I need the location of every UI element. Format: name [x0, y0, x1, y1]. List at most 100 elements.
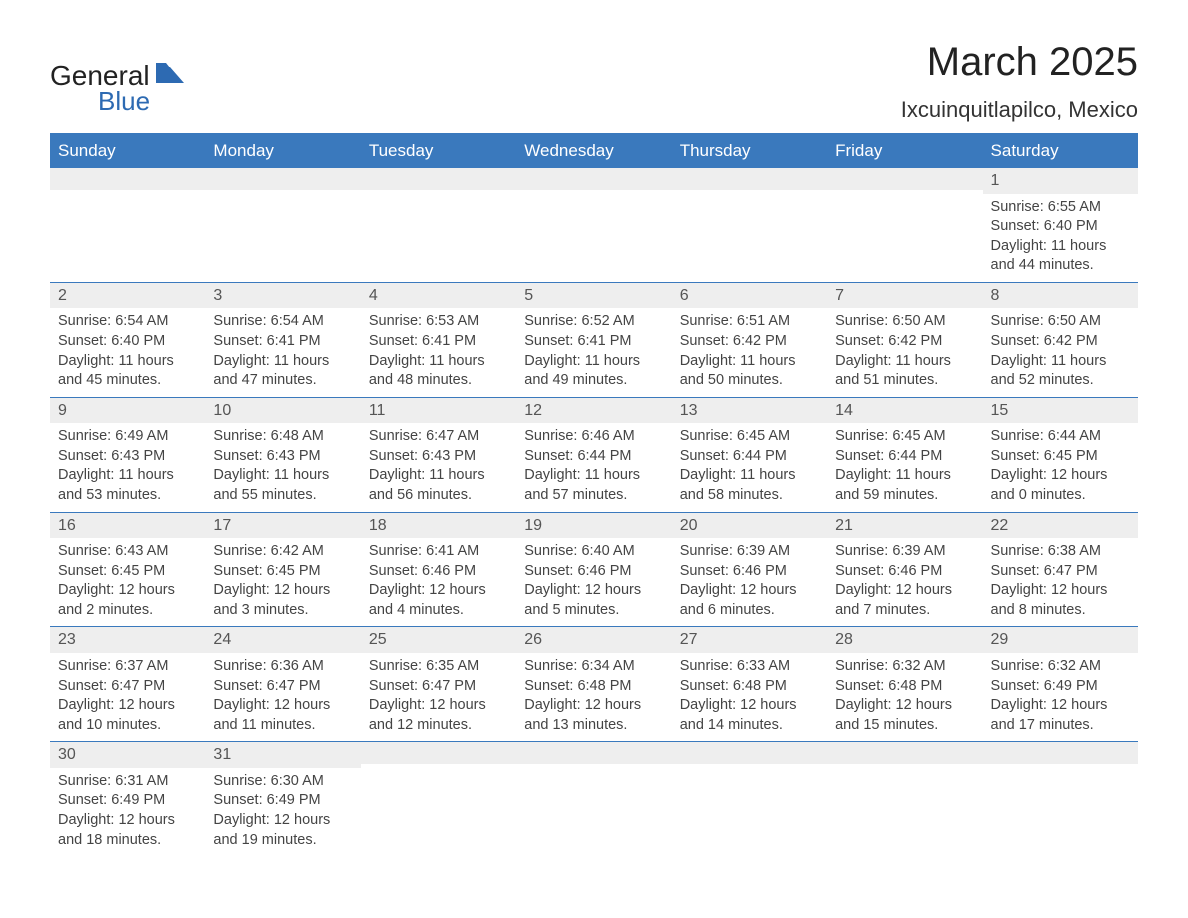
sunrise-line: Sunrise: 6:35 AM [369, 657, 508, 677]
day-number: 24 [205, 627, 360, 653]
sunrise-line: Sunrise: 6:30 AM [213, 772, 352, 792]
sunrise-line: Sunrise: 6:38 AM [991, 542, 1130, 562]
sunrise-line: Sunrise: 6:48 AM [213, 427, 352, 447]
day-number: 20 [672, 513, 827, 539]
sunrise-line: Sunrise: 6:54 AM [213, 312, 352, 332]
day-body: Sunrise: 6:39 AMSunset: 6:46 PMDaylight:… [827, 538, 982, 626]
sunrise-line: Sunrise: 6:32 AM [991, 657, 1130, 677]
calendar-cell: 23Sunrise: 6:37 AMSunset: 6:47 PMDayligh… [50, 627, 205, 742]
day-number: 9 [50, 398, 205, 424]
daylight-line: Daylight: 12 hours and 17 minutes. [991, 696, 1130, 735]
daylight-line: Daylight: 12 hours and 2 minutes. [58, 581, 197, 620]
sunrise-line: Sunrise: 6:44 AM [991, 427, 1130, 447]
daylight-line: Daylight: 11 hours and 57 minutes. [524, 466, 663, 505]
daylight-line: Daylight: 12 hours and 13 minutes. [524, 696, 663, 735]
calendar-cell: 11Sunrise: 6:47 AMSunset: 6:43 PMDayligh… [361, 397, 516, 512]
sunrise-line: Sunrise: 6:45 AM [835, 427, 974, 447]
day-body: Sunrise: 6:50 AMSunset: 6:42 PMDaylight:… [827, 308, 982, 396]
calendar-cell: 29Sunrise: 6:32 AMSunset: 6:49 PMDayligh… [983, 627, 1138, 742]
daylight-line: Daylight: 12 hours and 3 minutes. [213, 581, 352, 620]
sunset-line: Sunset: 6:48 PM [680, 677, 819, 697]
day-number: 31 [205, 742, 360, 768]
calendar-cell: 7Sunrise: 6:50 AMSunset: 6:42 PMDaylight… [827, 282, 982, 397]
calendar-week: 30Sunrise: 6:31 AMSunset: 6:49 PMDayligh… [50, 742, 1138, 856]
daylight-line: Daylight: 11 hours and 45 minutes. [58, 352, 197, 391]
sunset-line: Sunset: 6:43 PM [213, 447, 352, 467]
calendar-cell: 16Sunrise: 6:43 AMSunset: 6:45 PMDayligh… [50, 512, 205, 627]
day-body: Sunrise: 6:32 AMSunset: 6:49 PMDaylight:… [983, 653, 1138, 741]
sunset-line: Sunset: 6:47 PM [58, 677, 197, 697]
calendar-cell [50, 168, 205, 283]
calendar-header-row: SundayMondayTuesdayWednesdayThursdayFrid… [50, 134, 1138, 168]
calendar-cell: 5Sunrise: 6:52 AMSunset: 6:41 PMDaylight… [516, 282, 671, 397]
day-number: 12 [516, 398, 671, 424]
empty-day-number [361, 742, 516, 764]
sunrise-line: Sunrise: 6:45 AM [680, 427, 819, 447]
sunrise-line: Sunrise: 6:42 AM [213, 542, 352, 562]
sunset-line: Sunset: 6:40 PM [991, 217, 1130, 237]
sunset-line: Sunset: 6:41 PM [369, 332, 508, 352]
empty-day-number [827, 742, 982, 764]
calendar-cell: 21Sunrise: 6:39 AMSunset: 6:46 PMDayligh… [827, 512, 982, 627]
sunset-line: Sunset: 6:41 PM [524, 332, 663, 352]
day-body: Sunrise: 6:32 AMSunset: 6:48 PMDaylight:… [827, 653, 982, 741]
sunset-line: Sunset: 6:46 PM [680, 562, 819, 582]
calendar-cell: 12Sunrise: 6:46 AMSunset: 6:44 PMDayligh… [516, 397, 671, 512]
empty-day-body [205, 190, 360, 278]
daylight-line: Daylight: 12 hours and 12 minutes. [369, 696, 508, 735]
day-number: 13 [672, 398, 827, 424]
sunset-line: Sunset: 6:49 PM [991, 677, 1130, 697]
day-body: Sunrise: 6:47 AMSunset: 6:43 PMDaylight:… [361, 423, 516, 511]
calendar-week: 9Sunrise: 6:49 AMSunset: 6:43 PMDaylight… [50, 397, 1138, 512]
sunrise-line: Sunrise: 6:47 AM [369, 427, 508, 447]
calendar-cell: 31Sunrise: 6:30 AMSunset: 6:49 PMDayligh… [205, 742, 360, 856]
day-number: 4 [361, 283, 516, 309]
sunset-line: Sunset: 6:42 PM [680, 332, 819, 352]
day-header: Wednesday [516, 134, 671, 168]
day-number: 27 [672, 627, 827, 653]
calendar-cell: 3Sunrise: 6:54 AMSunset: 6:41 PMDaylight… [205, 282, 360, 397]
calendar-cell: 15Sunrise: 6:44 AMSunset: 6:45 PMDayligh… [983, 397, 1138, 512]
empty-day-body [827, 190, 982, 278]
sunset-line: Sunset: 6:44 PM [680, 447, 819, 467]
day-number: 10 [205, 398, 360, 424]
empty-day-body [50, 190, 205, 278]
calendar-week: 23Sunrise: 6:37 AMSunset: 6:47 PMDayligh… [50, 627, 1138, 742]
calendar-cell: 13Sunrise: 6:45 AMSunset: 6:44 PMDayligh… [672, 397, 827, 512]
day-number: 5 [516, 283, 671, 309]
day-body: Sunrise: 6:54 AMSunset: 6:40 PMDaylight:… [50, 308, 205, 396]
sunrise-line: Sunrise: 6:32 AM [835, 657, 974, 677]
calendar-cell: 26Sunrise: 6:34 AMSunset: 6:48 PMDayligh… [516, 627, 671, 742]
day-header: Sunday [50, 134, 205, 168]
daylight-line: Daylight: 11 hours and 59 minutes. [835, 466, 974, 505]
day-body: Sunrise: 6:53 AMSunset: 6:41 PMDaylight:… [361, 308, 516, 396]
day-number: 21 [827, 513, 982, 539]
sunset-line: Sunset: 6:44 PM [524, 447, 663, 467]
day-number: 29 [983, 627, 1138, 653]
sunrise-line: Sunrise: 6:31 AM [58, 772, 197, 792]
daylight-line: Daylight: 12 hours and 8 minutes. [991, 581, 1130, 620]
day-body: Sunrise: 6:45 AMSunset: 6:44 PMDaylight:… [827, 423, 982, 511]
empty-day-body [361, 190, 516, 278]
calendar-cell [205, 168, 360, 283]
empty-day-number [516, 742, 671, 764]
calendar-cell: 14Sunrise: 6:45 AMSunset: 6:44 PMDayligh… [827, 397, 982, 512]
daylight-line: Daylight: 12 hours and 19 minutes. [213, 811, 352, 850]
logo-word2: Blue [98, 86, 150, 117]
calendar-cell: 4Sunrise: 6:53 AMSunset: 6:41 PMDaylight… [361, 282, 516, 397]
daylight-line: Daylight: 11 hours and 53 minutes. [58, 466, 197, 505]
sunrise-line: Sunrise: 6:39 AM [835, 542, 974, 562]
empty-day-number [672, 742, 827, 764]
sunset-line: Sunset: 6:45 PM [991, 447, 1130, 467]
sunrise-line: Sunrise: 6:52 AM [524, 312, 663, 332]
calendar-week: 2Sunrise: 6:54 AMSunset: 6:40 PMDaylight… [50, 282, 1138, 397]
calendar-cell: 25Sunrise: 6:35 AMSunset: 6:47 PMDayligh… [361, 627, 516, 742]
calendar-cell [516, 742, 671, 856]
sunset-line: Sunset: 6:41 PM [213, 332, 352, 352]
calendar-cell [983, 742, 1138, 856]
daylight-line: Daylight: 11 hours and 52 minutes. [991, 352, 1130, 391]
day-number: 14 [827, 398, 982, 424]
logo: General Blue [50, 40, 184, 117]
calendar-cell: 17Sunrise: 6:42 AMSunset: 6:45 PMDayligh… [205, 512, 360, 627]
calendar-cell: 9Sunrise: 6:49 AMSunset: 6:43 PMDaylight… [50, 397, 205, 512]
